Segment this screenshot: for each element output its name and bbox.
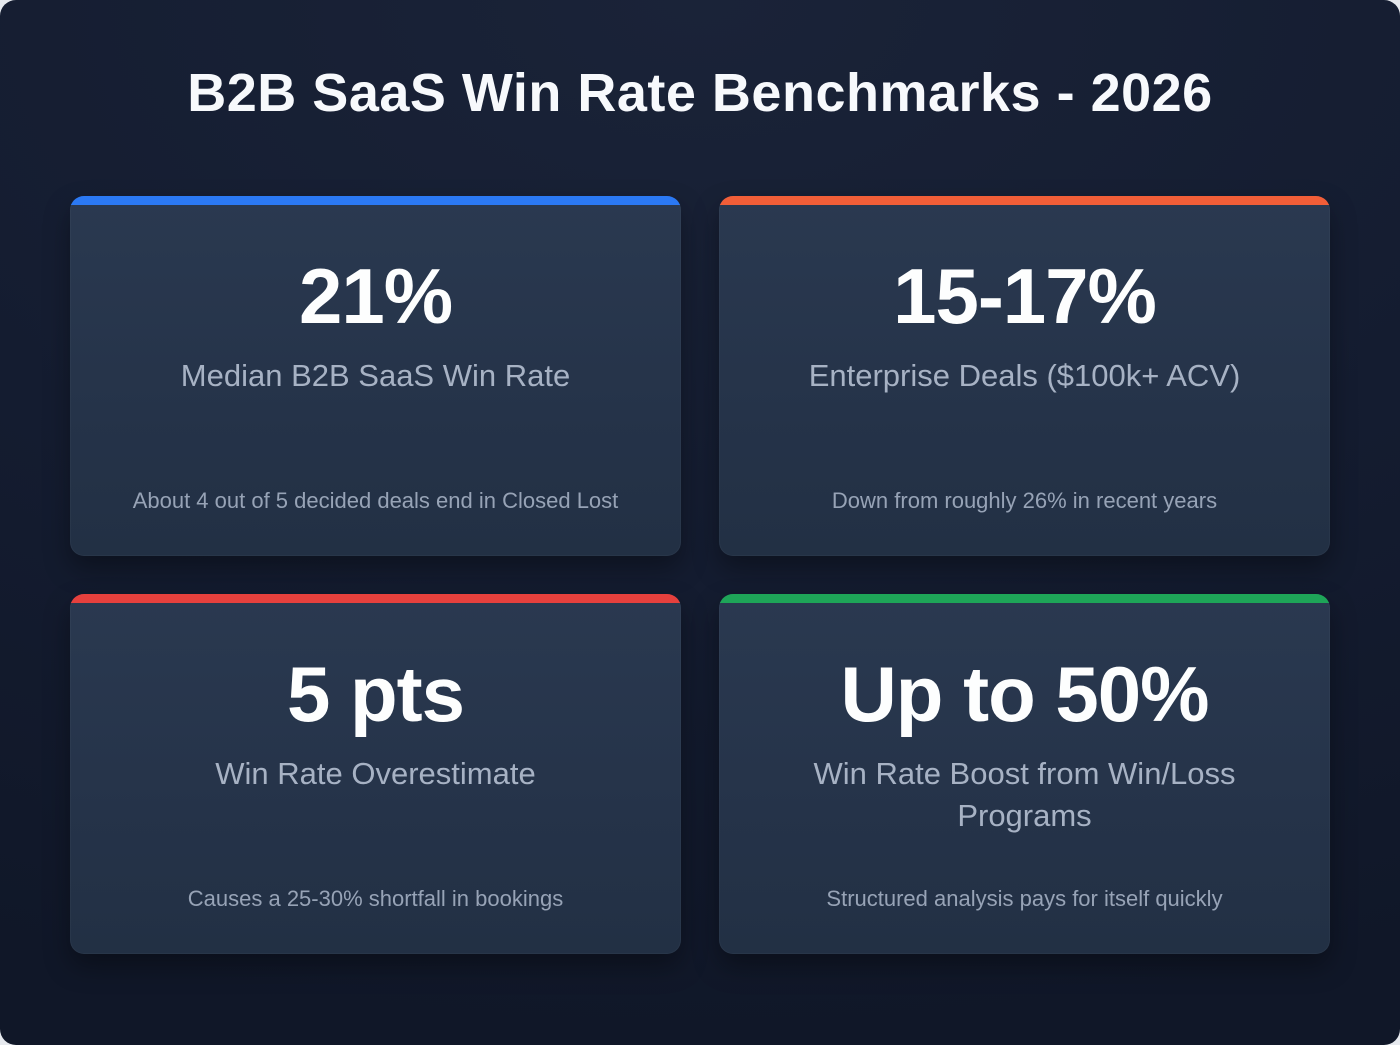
stat-card-median-win-rate: 21% Median B2B SaaS Win Rate About 4 out… bbox=[70, 196, 681, 556]
card-accent-bar-green bbox=[719, 594, 1330, 603]
stats-grid: 21% Median B2B SaaS Win Rate About 4 out… bbox=[70, 196, 1330, 954]
stat-label: Win Rate Boost from Win/Loss Programs bbox=[813, 756, 1236, 833]
stat-value: 15-17% bbox=[893, 252, 1157, 340]
card-body: Up to 50% Win Rate Boost from Win/Loss P… bbox=[719, 603, 1330, 954]
page-title: B2B SaaS Win Rate Benchmarks - 2026 bbox=[187, 63, 1213, 123]
stat-note: Structured analysis pays for itself quic… bbox=[826, 886, 1223, 912]
stat-note: About 4 out of 5 decided deals end in Cl… bbox=[132, 488, 619, 514]
stat-value: Up to 50% bbox=[840, 650, 1209, 738]
card-accent-bar-orange bbox=[719, 196, 1330, 205]
stat-value: 21% bbox=[298, 252, 453, 340]
card-accent-bar-red bbox=[70, 594, 681, 603]
stat-note: Down from roughly 26% in recent years bbox=[831, 488, 1218, 514]
stat-note: Causes a 25-30% shortfall in bookings bbox=[187, 886, 564, 912]
card-body: 15-17% Enterprise Deals ($100k+ ACV) Dow… bbox=[719, 205, 1330, 556]
stat-label: Enterprise Deals ($100k+ ACV) bbox=[808, 358, 1241, 393]
stat-card-enterprise-deals: 15-17% Enterprise Deals ($100k+ ACV) Dow… bbox=[719, 196, 1330, 556]
stat-value: 5 pts bbox=[286, 650, 465, 738]
card-body: 5 pts Win Rate Overestimate Causes a 25-… bbox=[70, 603, 681, 954]
stat-card-win-rate-overestimate: 5 pts Win Rate Overestimate Causes a 25-… bbox=[70, 594, 681, 954]
stat-label: Median B2B SaaS Win Rate bbox=[180, 358, 571, 393]
card-accent-bar-blue bbox=[70, 196, 681, 205]
stat-card-win-loss-boost: Up to 50% Win Rate Boost from Win/Loss P… bbox=[719, 594, 1330, 954]
card-body: 21% Median B2B SaaS Win Rate About 4 out… bbox=[70, 205, 681, 556]
stat-label: Win Rate Overestimate bbox=[215, 756, 536, 791]
